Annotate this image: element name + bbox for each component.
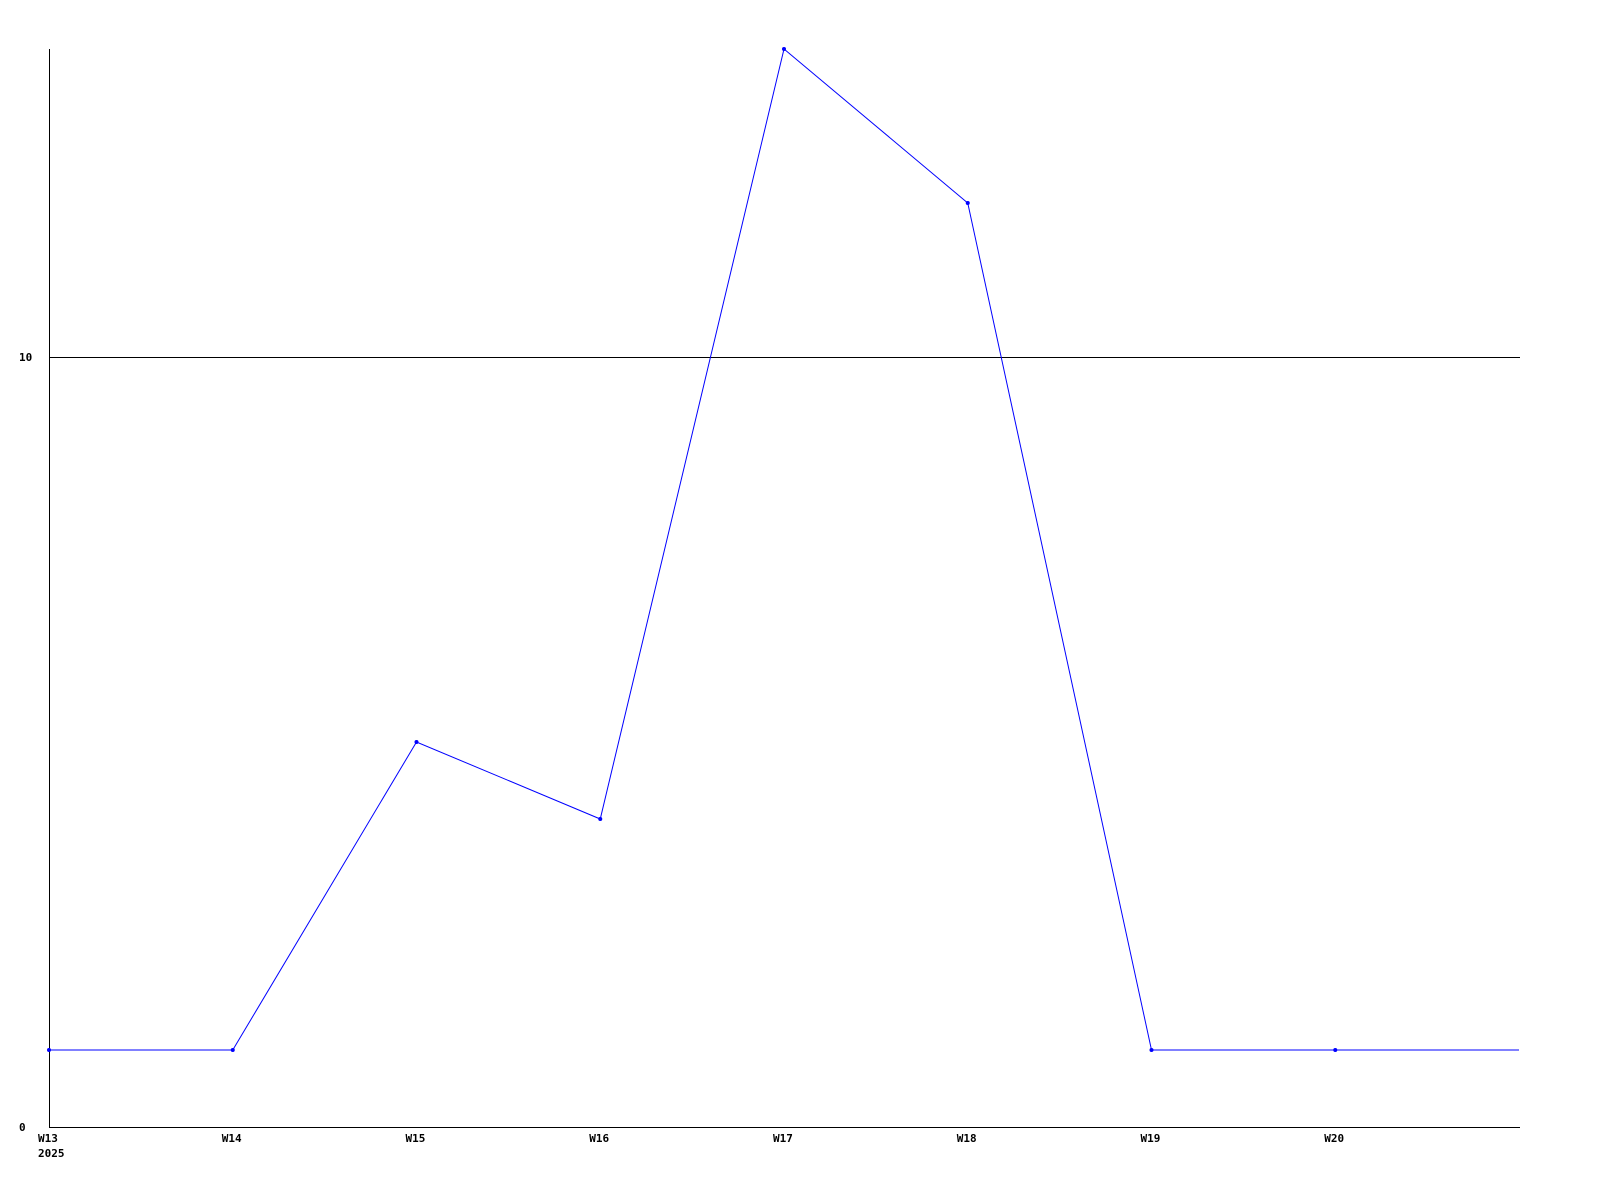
x-tick-label: W20 <box>1324 1132 1344 1145</box>
data-point <box>414 740 419 744</box>
data-point <box>47 1048 51 1052</box>
x-axis-year-label: 2025 <box>38 1147 65 1160</box>
data-point <box>598 817 603 821</box>
x-tick-label: W16 <box>589 1132 609 1145</box>
data-point <box>782 47 786 51</box>
data-point <box>1149 1048 1154 1052</box>
series-line <box>49 48 1519 1051</box>
x-tick-label: W13 <box>38 1132 58 1145</box>
x-tick-label: W14 <box>222 1132 242 1145</box>
x-tick-label: W15 <box>406 1132 426 1145</box>
x-tick-label: W17 <box>773 1132 793 1145</box>
data-point <box>230 1048 235 1052</box>
data-point <box>965 201 970 205</box>
data-point <box>1333 1048 1338 1052</box>
x-tick-label: W18 <box>957 1132 977 1145</box>
y-tick-label: 0 <box>19 1121 26 1134</box>
y-tick-label: 10 <box>19 351 32 364</box>
x-tick-label: W19 <box>1141 1132 1161 1145</box>
